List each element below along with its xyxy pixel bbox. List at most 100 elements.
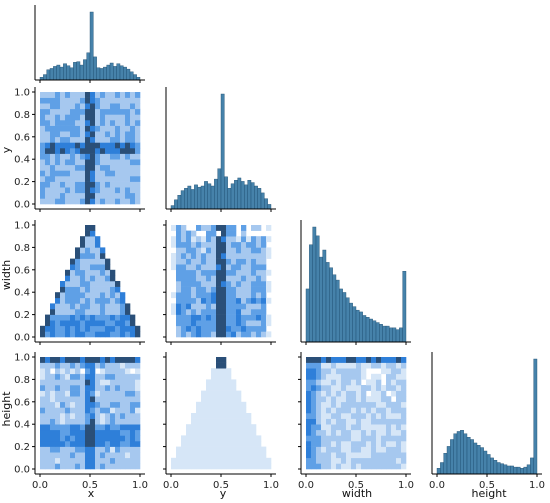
- heat-cell-y-width: [266, 286, 272, 293]
- heat-cell-y-width: [181, 269, 187, 276]
- hist-bar-y: [204, 181, 208, 210]
- y-tick-label: 0.6: [14, 132, 30, 143]
- heat-cell-width-height: [321, 418, 327, 425]
- heat-cell-x-height: [95, 457, 101, 464]
- heat-cell-x-width: [80, 241, 86, 248]
- heat-cell-y-width: [211, 264, 217, 271]
- heat-cell-x-width: [90, 230, 96, 237]
- x-tick-label: 0.0: [32, 480, 48, 491]
- heat-cell-width-height: [366, 424, 372, 431]
- heat-cell-width-height: [366, 463, 372, 470]
- heat-cell-y-height: [231, 401, 237, 408]
- heat-cell-y-height: [176, 463, 182, 470]
- heat-cell-x-y: [40, 187, 46, 194]
- heat-cell-x-y: [125, 159, 131, 166]
- heat-cell-x-y: [40, 153, 46, 160]
- heat-cell-width-height: [311, 418, 317, 425]
- heat-cell-y-height: [216, 401, 222, 408]
- hist-bar-y: [264, 198, 268, 210]
- heat-cell-width-height: [331, 390, 337, 397]
- heat-cell-x-width: [95, 303, 101, 310]
- heat-cell-y-width: [246, 314, 252, 321]
- heat-cell-width-height: [396, 368, 402, 375]
- heat-cell-x-width: [70, 286, 76, 293]
- heat-cell-y-width: [176, 303, 182, 310]
- heat-cell-x-width: [95, 269, 101, 276]
- panel-joint-y-width: [163, 220, 276, 345]
- heat-cell-x-y: [110, 136, 116, 143]
- heat-cell-y-width: [266, 297, 272, 304]
- heat-cell-y-width: [221, 281, 227, 287]
- hist-bar-y: [197, 186, 202, 210]
- heat-cell-y-width: [191, 258, 197, 265]
- heat-cell-x-y: [120, 159, 126, 166]
- heat-cell-width-height: [326, 407, 332, 414]
- heat-cell-y-height: [191, 463, 197, 470]
- heat-cell-y-width: [231, 297, 237, 304]
- heat-cell-y-height: [201, 424, 207, 431]
- hist-bar-x: [66, 65, 71, 81]
- heat-cell-width-height: [341, 446, 347, 453]
- hist-bar-y: [234, 180, 238, 210]
- heat-cell-x-y: [80, 103, 86, 110]
- heat-cell-x-height: [95, 379, 101, 386]
- heat-cell-x-width: [100, 275, 106, 282]
- heat-cell-x-y: [40, 108, 46, 115]
- heat-cell-x-y: [85, 125, 91, 132]
- heat-cell-x-height: [100, 441, 106, 447]
- heat-cell-x-y: [95, 192, 101, 199]
- heat-cell-width-height: [306, 435, 312, 442]
- heat-cell-y-width: [256, 309, 262, 315]
- heat-cell-y-width: [206, 241, 212, 248]
- heat-cell-x-height: [50, 418, 56, 425]
- heat-cell-width-height: [306, 362, 312, 369]
- heat-cell-x-height: [105, 396, 111, 403]
- heat-cell-y-width: [201, 225, 207, 231]
- heat-cell-width-height: [336, 413, 342, 419]
- heat-cell-x-height: [45, 446, 51, 453]
- heat-cell-x-width: [115, 325, 121, 332]
- heat-cell-x-y: [45, 114, 51, 121]
- heat-cell-y-height: [191, 413, 197, 419]
- y-tick-label: 0.4: [14, 288, 30, 299]
- heat-cell-y-width: [191, 303, 197, 310]
- hist-bar-width: [375, 322, 380, 343]
- heat-cell-y-height: [231, 446, 237, 453]
- heat-cell-y-width: [246, 292, 252, 299]
- heat-cell-x-y: [45, 198, 51, 205]
- heat-cell-y-height: [246, 435, 252, 442]
- heat-cell-y-width: [231, 241, 237, 248]
- heat-cell-y-width: [186, 314, 192, 321]
- heat-cell-x-y: [105, 103, 111, 110]
- heat-cell-x-height: [55, 441, 61, 447]
- heat-cell-y-height: [251, 457, 257, 464]
- heat-cell-x-height: [110, 401, 116, 408]
- heat-cell-x-y: [45, 120, 51, 126]
- heat-cell-y-height: [181, 435, 187, 442]
- heat-cell-y-height: [206, 379, 212, 386]
- heat-cell-y-width: [201, 253, 207, 259]
- heat-cell-width-height: [321, 362, 327, 369]
- heat-cell-y-width: [176, 309, 182, 315]
- heat-cell-y-width: [211, 225, 217, 231]
- heat-cell-x-y: [70, 176, 76, 182]
- heat-cell-width-height: [316, 446, 322, 453]
- hist-bar-y: [214, 178, 218, 210]
- heat-cell-y-width: [241, 297, 247, 304]
- heat-cell-y-width: [181, 258, 187, 265]
- heat-cell-y-width: [251, 292, 257, 299]
- heat-cell-y-width: [256, 325, 262, 332]
- heat-cell-y-height: [216, 429, 222, 436]
- hist-bar-width: [379, 324, 383, 343]
- heat-cell-y-width: [191, 314, 197, 321]
- hist-bar-y: [194, 184, 198, 210]
- heat-cell-x-y: [40, 170, 46, 177]
- heat-cell-y-height: [191, 435, 197, 442]
- hist-bar-width: [345, 297, 350, 343]
- heat-cell-x-height: [40, 413, 46, 419]
- heat-cell-width-height: [346, 441, 352, 447]
- heat-cell-y-width: [211, 297, 217, 304]
- heat-cell-x-height: [60, 385, 66, 391]
- heat-cell-x-height: [135, 446, 141, 453]
- heat-cell-width-height: [386, 413, 392, 419]
